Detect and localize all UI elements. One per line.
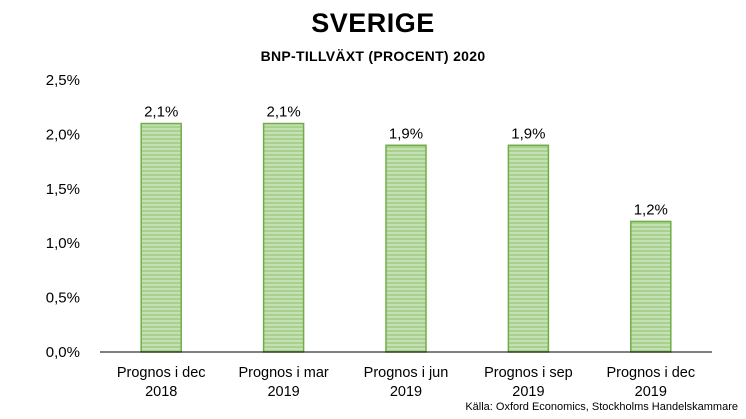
bars-layer bbox=[100, 122, 712, 353]
bar bbox=[262, 122, 305, 353]
bar bbox=[630, 220, 672, 353]
x-tick-label: 2019 bbox=[390, 384, 422, 400]
x-tick-label: Prognos i dec bbox=[117, 365, 206, 381]
x-tick-label: 2019 bbox=[512, 384, 544, 400]
y-tick-label: 2,5% bbox=[46, 72, 80, 89]
y-tick-label: 1,0% bbox=[46, 235, 80, 252]
x-tick-label: Prognos i mar bbox=[238, 365, 328, 381]
y-tick-label: 1,5% bbox=[46, 181, 80, 198]
bar bbox=[507, 144, 550, 353]
bar bbox=[140, 122, 182, 353]
x-tick-label: 2018 bbox=[145, 384, 177, 400]
x-tick-label: 2019 bbox=[635, 384, 667, 400]
data-label: 2,1% bbox=[144, 104, 178, 121]
data-label: 1,9% bbox=[389, 125, 423, 142]
y-tick-label: 0,0% bbox=[46, 344, 80, 361]
x-tick-label: Prognos i dec bbox=[606, 365, 695, 381]
x-tick-label: Prognos i jun bbox=[364, 365, 449, 381]
chart-title: SVERIGE bbox=[311, 8, 435, 38]
labels-layer: 0,0% 0,5% 1,0% 1,5% 2,0% 2,5% 2,1% Prognos i de… bbox=[46, 72, 695, 400]
bar bbox=[385, 144, 427, 353]
data-label: 1,2% bbox=[634, 201, 668, 218]
y-tick-label: 0,5% bbox=[46, 290, 80, 307]
x-tick-label: 2019 bbox=[267, 384, 299, 400]
data-label: 1,9% bbox=[511, 125, 545, 142]
x-tick-label: Prognos i sep bbox=[484, 365, 573, 381]
data-label: 2,1% bbox=[266, 104, 300, 121]
y-tick-label: 2,0% bbox=[46, 126, 80, 143]
source-note: Källa: Oxford Economics, Stockholms Hand… bbox=[465, 401, 738, 413]
chart-subtitle: BNP-TILLVÄXT (PROCENT) 2020 bbox=[260, 48, 486, 64]
